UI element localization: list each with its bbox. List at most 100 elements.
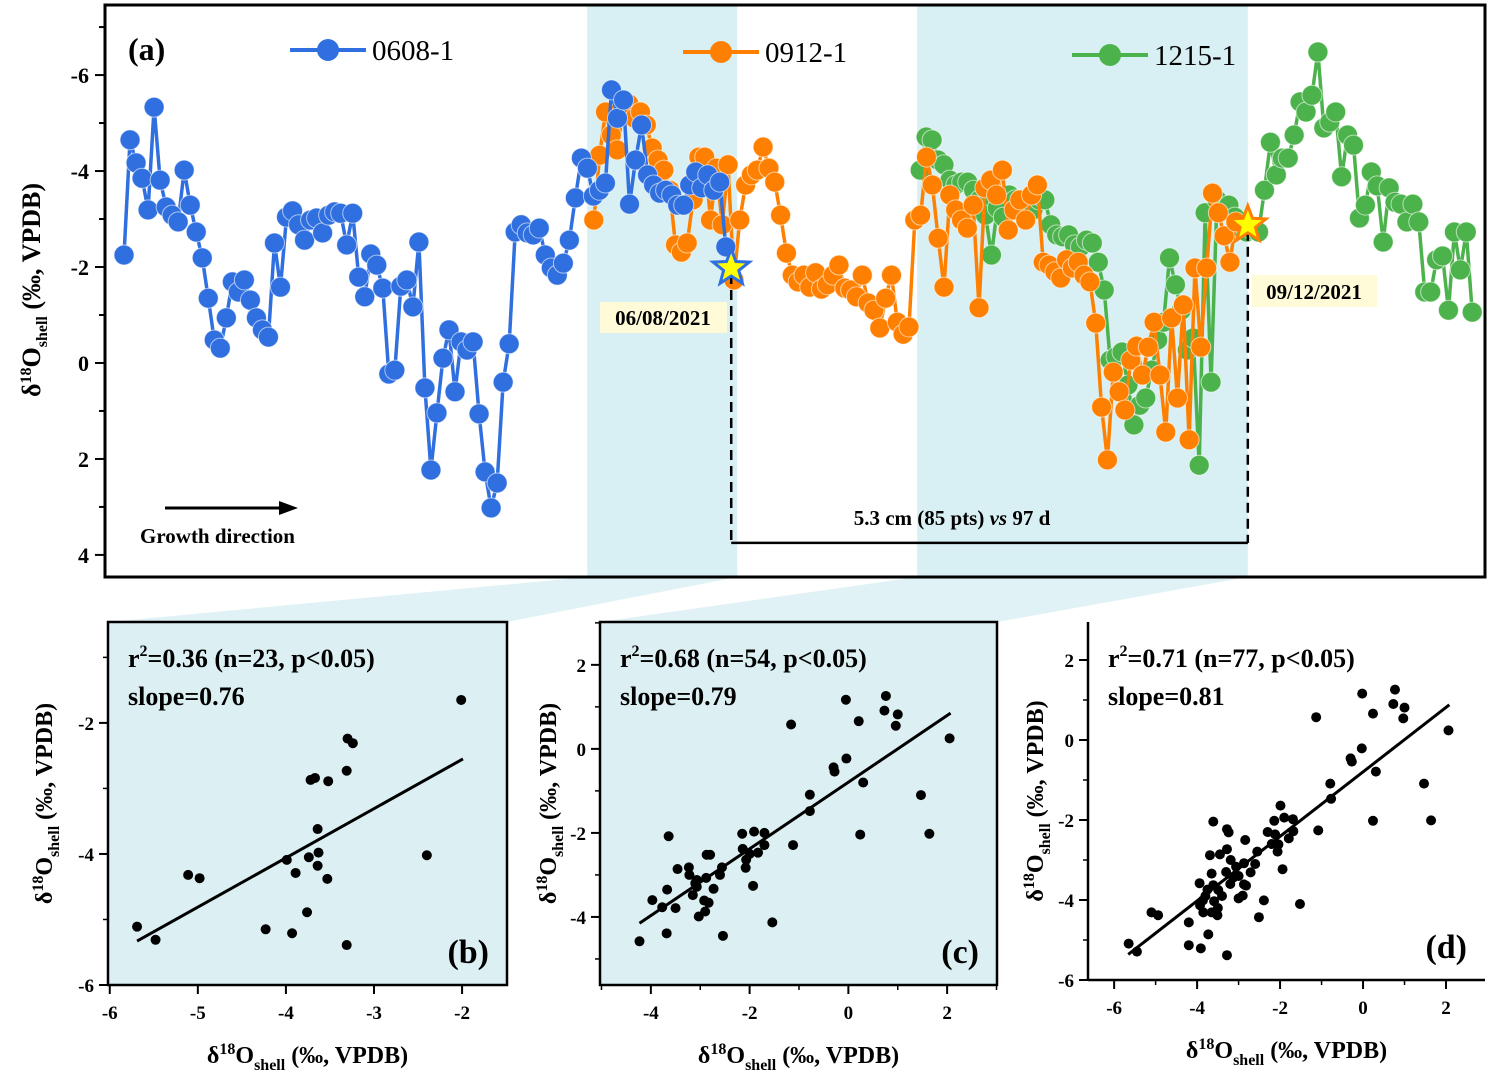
panel-label: (c) bbox=[941, 934, 979, 971]
label-sub: shell bbox=[34, 316, 51, 348]
label-sub: shell bbox=[1233, 1052, 1265, 1069]
data-point bbox=[1137, 336, 1159, 358]
scatter-point bbox=[767, 917, 778, 928]
data-point bbox=[233, 269, 255, 291]
y-axis-label: δ18Oshell (‰, VPDB) bbox=[534, 703, 567, 904]
data-point bbox=[191, 247, 213, 269]
scatter-point bbox=[1250, 859, 1261, 869]
scatter-point bbox=[1214, 849, 1225, 860]
scatter-point bbox=[1233, 871, 1244, 881]
x-tick-label: -2 bbox=[742, 1003, 758, 1024]
label-sup: 18 bbox=[710, 1041, 726, 1058]
span-text-part: 97 d bbox=[1007, 506, 1051, 530]
data-point bbox=[528, 217, 550, 239]
scatter-point bbox=[786, 719, 797, 730]
data-point bbox=[1455, 221, 1477, 243]
scatter-point bbox=[788, 840, 799, 851]
data-point bbox=[997, 219, 1019, 241]
data-point bbox=[1372, 231, 1394, 253]
data-point bbox=[269, 276, 291, 298]
scatter-point bbox=[1206, 868, 1217, 879]
r-squared-text: r2=0.71 (n=77, p<0.05) bbox=[1108, 643, 1355, 673]
y-tick-label: -2 bbox=[78, 714, 94, 735]
data-point bbox=[1201, 182, 1223, 204]
fit-line bbox=[136, 757, 464, 943]
scatter-point bbox=[1225, 855, 1236, 865]
scatter-point bbox=[1313, 825, 1324, 836]
data-point bbox=[137, 199, 159, 221]
scatter-point bbox=[1294, 899, 1305, 909]
y-tick-label: 0 bbox=[1065, 731, 1075, 752]
data-point bbox=[408, 231, 430, 253]
data-point bbox=[1219, 251, 1241, 273]
data-point bbox=[1159, 247, 1181, 269]
data-point bbox=[492, 371, 514, 393]
data-point bbox=[1085, 312, 1107, 334]
data-point bbox=[613, 89, 635, 111]
data-point bbox=[239, 289, 261, 311]
fit-line bbox=[1127, 703, 1451, 956]
scatter-point bbox=[1233, 893, 1244, 904]
label-main: O bbox=[1214, 1038, 1233, 1064]
scatter-point bbox=[1221, 950, 1232, 961]
scatter-point bbox=[1240, 835, 1251, 845]
date-label-box bbox=[600, 302, 727, 333]
data-point bbox=[921, 174, 943, 196]
data-point bbox=[770, 204, 792, 226]
data-point bbox=[764, 171, 786, 193]
data-point bbox=[968, 297, 990, 319]
x-axis-label: δ18Oshell (‰, VPDB) bbox=[207, 1041, 408, 1074]
data-point bbox=[910, 204, 932, 226]
scatter-point bbox=[1253, 912, 1264, 923]
scatter-point bbox=[1241, 880, 1252, 891]
scatter-point bbox=[194, 873, 205, 884]
data-point bbox=[1277, 147, 1299, 169]
slope-text: slope=0.81 bbox=[1108, 682, 1225, 711]
data-point bbox=[486, 472, 508, 494]
data-point bbox=[709, 171, 731, 193]
scatter-point bbox=[303, 852, 314, 863]
date-label-end: 09/12/2021 bbox=[1266, 280, 1362, 304]
y-tick-label: -4 bbox=[1058, 891, 1074, 912]
data-point bbox=[1135, 387, 1157, 409]
label-sub: shell bbox=[745, 1057, 777, 1074]
scatter-point bbox=[1258, 895, 1269, 906]
scatter-point bbox=[1225, 879, 1236, 889]
x-axis-label: δ18Oshell (‰, VPDB) bbox=[1186, 1036, 1387, 1069]
data-point bbox=[173, 159, 195, 181]
data-point bbox=[1091, 396, 1113, 418]
fit-line bbox=[638, 711, 952, 925]
data-point bbox=[1155, 421, 1177, 443]
y-tick-label: -2 bbox=[1058, 811, 1074, 832]
label-sub: shell bbox=[46, 825, 63, 857]
data-point bbox=[594, 172, 616, 194]
data-point bbox=[606, 139, 628, 161]
data-point bbox=[414, 377, 436, 399]
plot-frame bbox=[103, 3, 1487, 579]
label-suffix: (‰, VPDB) bbox=[776, 1043, 899, 1069]
data-point bbox=[576, 157, 598, 179]
data-point bbox=[257, 326, 279, 348]
x-tick-label: -6 bbox=[102, 1003, 118, 1024]
scatter-point bbox=[670, 903, 681, 914]
data-point bbox=[312, 222, 334, 244]
data-point bbox=[209, 337, 231, 359]
chart-b: -6 -5 -4 -3 -2 -6 -4 -2 r2=0.36 (n=23, p<0.05) sl… bbox=[30, 620, 509, 1074]
arrow-head-icon bbox=[279, 501, 298, 515]
data-point bbox=[179, 194, 201, 216]
data-point bbox=[444, 381, 466, 403]
label-main: O bbox=[32, 857, 58, 876]
scatter-point bbox=[1279, 812, 1290, 823]
data-point bbox=[432, 347, 454, 369]
zoom-connector bbox=[600, 577, 1248, 622]
label-sup: 18 bbox=[534, 876, 551, 892]
scatter-point bbox=[1287, 814, 1298, 825]
scatter-point bbox=[1275, 800, 1286, 811]
plot-frame bbox=[106, 620, 509, 987]
data-point bbox=[185, 221, 207, 243]
star-marker-icon bbox=[1225, 201, 1270, 244]
label-sub: shell bbox=[550, 825, 567, 857]
data-point bbox=[1343, 134, 1365, 156]
data-point bbox=[1081, 232, 1103, 254]
